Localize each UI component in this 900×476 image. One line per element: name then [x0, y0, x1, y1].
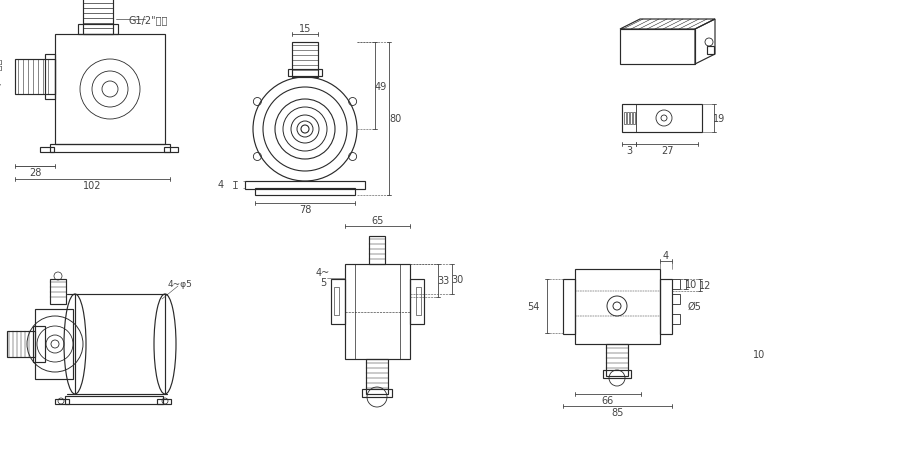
Bar — [292, 43, 318, 78]
Bar — [245, 182, 365, 189]
Bar — [369, 237, 385, 265]
Bar — [345, 265, 410, 359]
Bar — [40, 148, 54, 153]
Text: G1/2"螺纹: G1/2"螺纹 — [129, 15, 167, 25]
Text: 54: 54 — [526, 301, 539, 311]
Bar — [50, 145, 170, 153]
Bar — [410, 279, 424, 324]
Text: Ø5: Ø5 — [688, 301, 702, 311]
Text: 5: 5 — [320, 278, 326, 288]
Bar — [622, 105, 702, 133]
Text: 66: 66 — [602, 395, 614, 405]
Text: 3: 3 — [626, 146, 632, 156]
Bar — [630, 113, 632, 125]
Bar — [15, 60, 55, 95]
Text: 65: 65 — [372, 216, 383, 226]
Bar — [288, 70, 322, 77]
Text: 27: 27 — [661, 146, 673, 156]
Bar — [362, 389, 392, 397]
Bar — [366, 359, 388, 394]
Text: 4: 4 — [218, 180, 224, 190]
Bar — [624, 113, 626, 125]
Bar — [157, 399, 171, 404]
Bar — [83, 0, 113, 35]
Text: 10: 10 — [753, 349, 765, 359]
Bar — [50, 279, 66, 304]
Bar — [255, 188, 355, 196]
Bar — [33, 327, 45, 362]
Text: 85: 85 — [611, 407, 624, 417]
Bar — [334, 288, 339, 315]
Bar — [672, 294, 680, 304]
Bar — [606, 344, 628, 376]
Bar — [603, 370, 631, 378]
Text: 78: 78 — [299, 205, 311, 215]
Bar — [672, 314, 680, 324]
Bar — [45, 55, 55, 100]
Text: 80: 80 — [389, 114, 401, 124]
Bar — [660, 279, 672, 334]
Bar — [575, 269, 660, 344]
Text: 12: 12 — [698, 280, 711, 290]
Text: 33: 33 — [436, 276, 449, 286]
Bar — [627, 113, 629, 125]
Text: 10: 10 — [685, 279, 698, 289]
Bar — [55, 399, 69, 404]
Text: 15: 15 — [299, 24, 311, 34]
Ellipse shape — [64, 294, 86, 394]
Bar — [35, 309, 73, 379]
Bar — [672, 279, 680, 289]
Bar — [164, 148, 178, 153]
Bar — [620, 30, 695, 65]
Text: G1/2"螺纹: G1/2"螺纹 — [0, 58, 2, 97]
Bar — [707, 47, 714, 55]
Text: 4: 4 — [663, 250, 669, 260]
Text: 102: 102 — [84, 180, 102, 190]
Text: 30: 30 — [451, 275, 464, 284]
Bar — [78, 25, 118, 35]
Bar — [65, 396, 163, 404]
Text: 4~φ5: 4~φ5 — [167, 280, 193, 289]
Text: 4~: 4~ — [316, 268, 330, 278]
Bar — [416, 288, 421, 315]
Bar — [633, 113, 635, 125]
Bar — [331, 279, 345, 324]
Text: 49: 49 — [375, 81, 387, 91]
Bar — [563, 279, 575, 334]
Text: 19: 19 — [713, 114, 725, 124]
Text: 28: 28 — [29, 168, 41, 178]
Bar — [55, 35, 165, 145]
Bar — [7, 331, 35, 357]
